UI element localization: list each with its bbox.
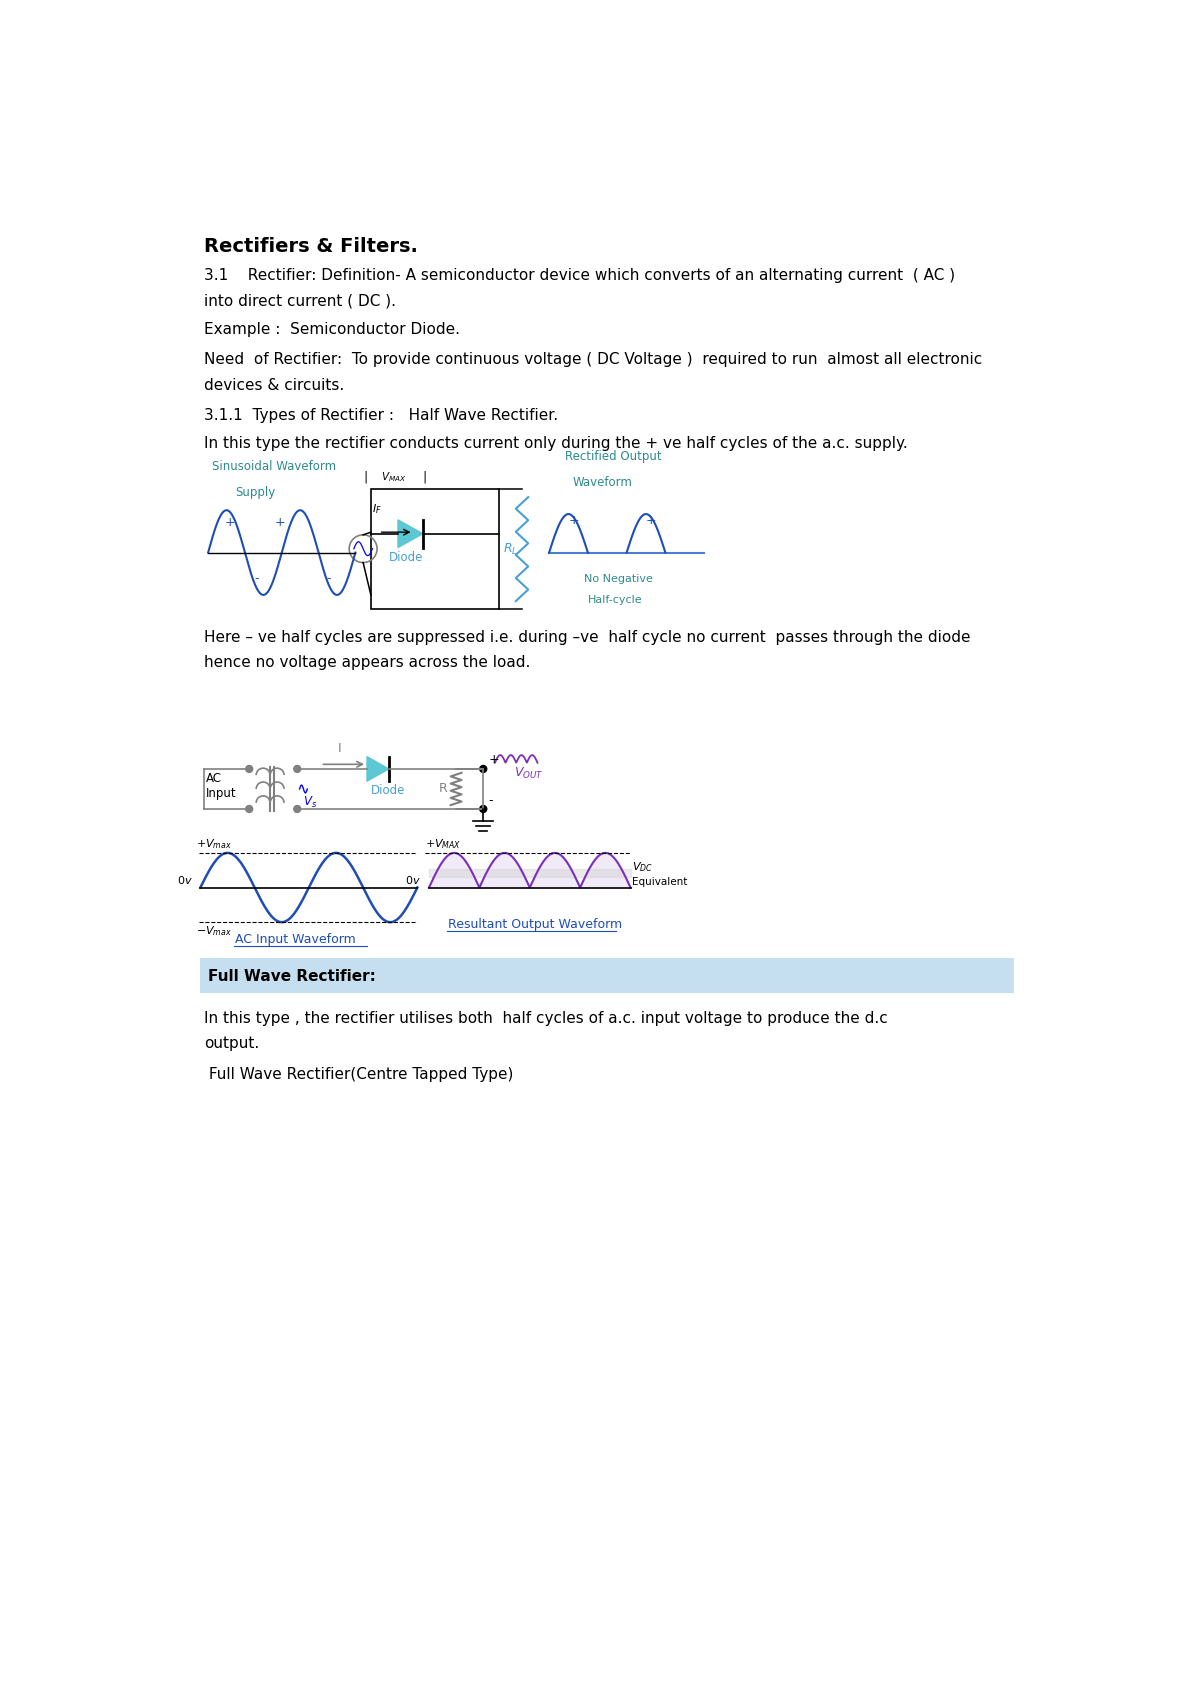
- Text: In this type the rectifier conducts current only during the + ve half cycles of : In this type the rectifier conducts curr…: [204, 435, 908, 450]
- Text: Resultant Output Waveform: Resultant Output Waveform: [449, 917, 623, 931]
- Text: hence no voltage appears across the load.: hence no voltage appears across the load…: [204, 655, 530, 671]
- Text: $V_{OUT}$: $V_{OUT}$: [515, 766, 544, 781]
- Text: devices & circuits.: devices & circuits.: [204, 377, 344, 392]
- Text: $0v$: $0v$: [406, 874, 421, 886]
- Text: Equivalent: Equivalent: [632, 878, 688, 888]
- Text: AC Input Waveform: AC Input Waveform: [235, 932, 356, 946]
- Text: In this type , the rectifier utilises both  half cycles of a.c. input voltage to: In this type , the rectifier utilises bo…: [204, 1010, 888, 1026]
- Text: 3.1    Rectifier: Definition- A semiconductor device which converts of an altern: 3.1 Rectifier: Definition- A semiconduct…: [204, 268, 955, 282]
- Text: |: |: [364, 470, 367, 484]
- Text: $-V_{max}$: $-V_{max}$: [197, 924, 233, 939]
- Text: No Negative: No Negative: [584, 574, 653, 584]
- FancyBboxPatch shape: [200, 958, 1014, 993]
- Text: AC
Input: AC Input: [206, 773, 236, 800]
- Circle shape: [246, 766, 253, 773]
- Text: output.: output.: [204, 1036, 259, 1051]
- Text: -: -: [326, 572, 330, 584]
- Text: into direct current ( DC ).: into direct current ( DC ).: [204, 294, 396, 307]
- Text: Full Wave Rectifier:: Full Wave Rectifier:: [208, 968, 376, 983]
- Circle shape: [480, 766, 487, 773]
- Circle shape: [480, 805, 487, 812]
- Text: Rectified Output: Rectified Output: [565, 450, 661, 464]
- Text: +: +: [275, 516, 286, 528]
- Text: Full Wave Rectifier(Centre Tapped Type): Full Wave Rectifier(Centre Tapped Type): [204, 1066, 514, 1082]
- Text: |: |: [422, 470, 427, 484]
- Text: $V_{DC}$: $V_{DC}$: [632, 861, 653, 874]
- Circle shape: [294, 766, 301, 773]
- Text: +: +: [224, 516, 235, 528]
- Text: 3.1.1  Types of Rectifier :   Half Wave Rectifier.: 3.1.1 Types of Rectifier : Half Wave Rec…: [204, 408, 558, 423]
- Text: $I_F$: $I_F$: [372, 503, 383, 516]
- Text: Sinusoidal Waveform: Sinusoidal Waveform: [212, 460, 336, 474]
- Text: -: -: [488, 795, 493, 807]
- Text: Here – ve half cycles are suppressed i.e. during –ve  half cycle no current  pas: Here – ve half cycles are suppressed i.e…: [204, 630, 971, 645]
- Text: $R_L$: $R_L$: [503, 542, 517, 557]
- Text: Supply: Supply: [235, 486, 276, 499]
- Text: $+V_{max}$: $+V_{max}$: [197, 837, 233, 851]
- Text: $0v$: $0v$: [176, 874, 193, 886]
- Polygon shape: [367, 757, 389, 781]
- Text: -: -: [254, 572, 258, 584]
- Text: +: +: [646, 514, 656, 526]
- Text: R: R: [439, 783, 448, 795]
- Text: Half-cycle: Half-cycle: [588, 594, 642, 604]
- Text: +: +: [569, 514, 580, 526]
- Text: +: +: [488, 752, 499, 766]
- Text: Rectifiers & Filters.: Rectifiers & Filters.: [204, 236, 418, 256]
- Text: $V_{MAX}$: $V_{MAX}$: [382, 470, 407, 484]
- Circle shape: [246, 805, 253, 812]
- Text: $+V_{MAX}$: $+V_{MAX}$: [425, 837, 462, 851]
- Text: Waveform: Waveform: [572, 475, 632, 489]
- Text: I: I: [338, 742, 342, 756]
- Polygon shape: [398, 520, 422, 547]
- Text: Example :  Semiconductor Diode.: Example : Semiconductor Diode.: [204, 321, 461, 336]
- Text: Diode: Diode: [371, 783, 406, 796]
- Text: $V_s$: $V_s$: [302, 795, 317, 810]
- Circle shape: [294, 805, 301, 812]
- Text: Diode: Diode: [389, 550, 422, 564]
- Text: Need  of Rectifier:  To provide continuous voltage ( DC Voltage )  required to r: Need of Rectifier: To provide continuous…: [204, 353, 983, 367]
